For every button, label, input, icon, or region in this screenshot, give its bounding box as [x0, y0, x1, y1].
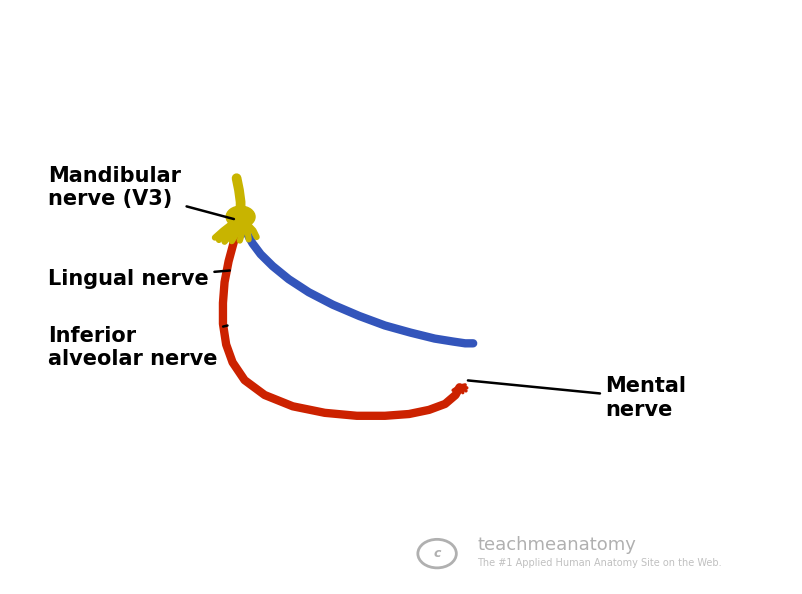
Text: Lingual nerve: Lingual nerve — [48, 269, 230, 289]
Text: The #1 Applied Human Anatomy Site on the Web.: The #1 Applied Human Anatomy Site on the… — [477, 558, 722, 568]
Text: Mandibular
nerve (V3): Mandibular nerve (V3) — [48, 166, 234, 219]
Text: Inferior
alveolar nerve: Inferior alveolar nerve — [48, 326, 228, 369]
Circle shape — [226, 206, 255, 228]
Text: Mental
nerve: Mental nerve — [468, 377, 687, 419]
Text: teachmeanatomy: teachmeanatomy — [477, 536, 636, 554]
Text: c: c — [433, 547, 441, 560]
